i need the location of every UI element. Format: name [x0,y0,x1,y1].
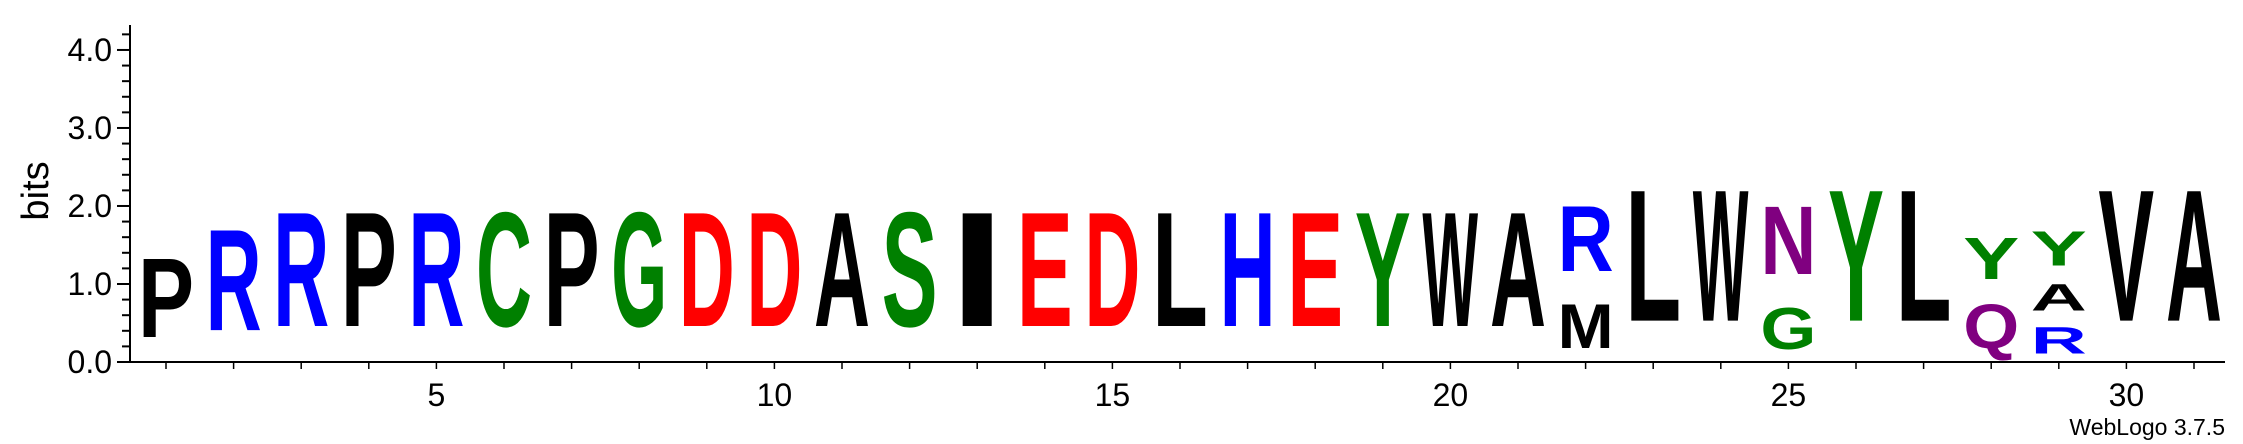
y-tick-label: 0.0 [68,344,112,380]
x-tick-label: 20 [1433,377,1469,413]
x-tick-label: 25 [1771,377,1807,413]
svg-text:N: N [1760,186,1816,296]
svg-text:R: R [206,199,262,361]
svg-text:W: W [1693,151,1749,362]
svg-text:W: W [1422,180,1478,362]
logo-letter-S-pos-12: S [882,178,938,362]
y-tick-label: 1.0 [68,266,112,302]
logo-letter-L-pos-27: L [1896,152,1952,362]
logo-letter-N-pos-25: N [1760,186,1816,296]
logo-letter-P-pos-7: P [544,178,600,362]
logo-letter-P-pos-4: P [341,178,397,362]
svg-text:C: C [476,179,532,362]
svg-text:Y: Y [2031,221,2087,276]
weblogo-credit: WebLogo 3.7.5 [2069,414,2225,440]
svg-text:R: R [2031,319,2087,362]
svg-text:A: A [814,179,870,362]
logo-letter-C-pos-6: C [476,179,532,362]
logo-letter-W-pos-20: W [1422,180,1478,362]
y-tick-label: 4.0 [68,32,112,68]
svg-text:H: H [1220,179,1276,362]
svg-text:Y: Y [1828,150,1884,360]
svg-text:D: D [1084,179,1140,362]
svg-text:L: L [1896,152,1952,362]
logo-letter-A-pos-11: A [814,179,870,362]
logo-letter-W-pos-24: W [1693,151,1749,362]
svg-text:S: S [882,178,938,362]
svg-text:L: L [1625,152,1681,362]
logo-letter-P-pos-1: P [138,236,194,362]
svg-text:Y: Y [1355,178,1411,362]
y-axis: 0.0 1.0 2.0 3.0 4.0 [68,25,131,380]
svg-text:A: A [2031,276,2087,319]
svg-text:P: P [138,236,194,362]
svg-text:V: V [2098,150,2154,361]
svg-text:Y: Y [1963,226,2019,292]
logo-letter-A-pos-29: A [2031,276,2087,319]
logo-letter-R-pos-2: R [206,199,262,361]
svg-text:G: G [1760,295,1816,361]
logo-letter-Q-pos-28: Q [1963,292,2019,362]
x-tick-label: 30 [2109,377,2145,413]
logo-letter-Y-pos-26: Y [1828,150,1884,360]
logo-letter-G-pos-8: G [611,178,667,361]
logo-letter-G-pos-25: G [1760,295,1816,361]
svg-text:R: R [1558,187,1614,292]
logo-letter-D-pos-10: D [746,179,802,362]
svg-text:E: E [1287,178,1343,362]
logo-letter-R-pos-3: R [273,179,329,362]
logo-letter-L-pos-16: L [1152,179,1208,362]
svg-text:L: L [1152,179,1208,362]
logo-letter-M-pos-22: M [1558,291,1614,361]
logo-letter-A-pos-21: A [1490,179,1546,362]
svg-text:I: I [949,178,1005,361]
svg-text:P: P [341,178,397,362]
svg-text:D: D [679,179,735,362]
logo-letter-R-pos-29: R [2031,319,2087,362]
x-axis: 5 10 15 20 25 30 [130,361,2225,413]
logo-letter-Y-pos-19: Y [1355,178,1411,362]
svg-text:M: M [1558,291,1614,361]
logo-letter-E-pos-18: E [1287,178,1343,362]
x-tick-label: 15 [1095,377,1131,413]
logo-letter-D-pos-15: D [1084,179,1140,362]
x-tick-label: 5 [428,377,446,413]
logo-letter-A-pos-31: A [2166,152,2222,361]
x-tick-label: 10 [757,377,793,413]
y-tick-label: 2.0 [68,188,112,224]
svg-text:R: R [408,179,464,362]
logo-letter-Y-pos-28: Y [1963,226,2019,292]
svg-text:G: G [611,178,667,361]
svg-text:A: A [1490,179,1546,362]
logo-letter-R-pos-5: R [408,179,464,362]
logo-letter-Y-pos-29: Y [2031,221,2087,276]
svg-text:D: D [746,179,802,362]
logo-letter-I-pos-13: I [949,178,1005,361]
logo-letter-D-pos-9: D [679,179,735,362]
svg-text:A: A [2166,152,2222,361]
svg-text:P: P [544,178,600,362]
y-axis-label: bits [15,161,57,220]
svg-text:Q: Q [1963,292,2019,362]
svg-text:R: R [273,179,329,362]
svg-text:E: E [1017,178,1073,362]
logo-letter-V-pos-30: V [2098,150,2154,361]
logo-letter-R-pos-22: R [1558,187,1614,292]
logo-letter-H-pos-17: H [1220,179,1276,362]
logo-letter-L-pos-23: L [1625,152,1681,362]
logo-letter-E-pos-14: E [1017,178,1073,362]
y-tick-label: 3.0 [68,110,112,146]
